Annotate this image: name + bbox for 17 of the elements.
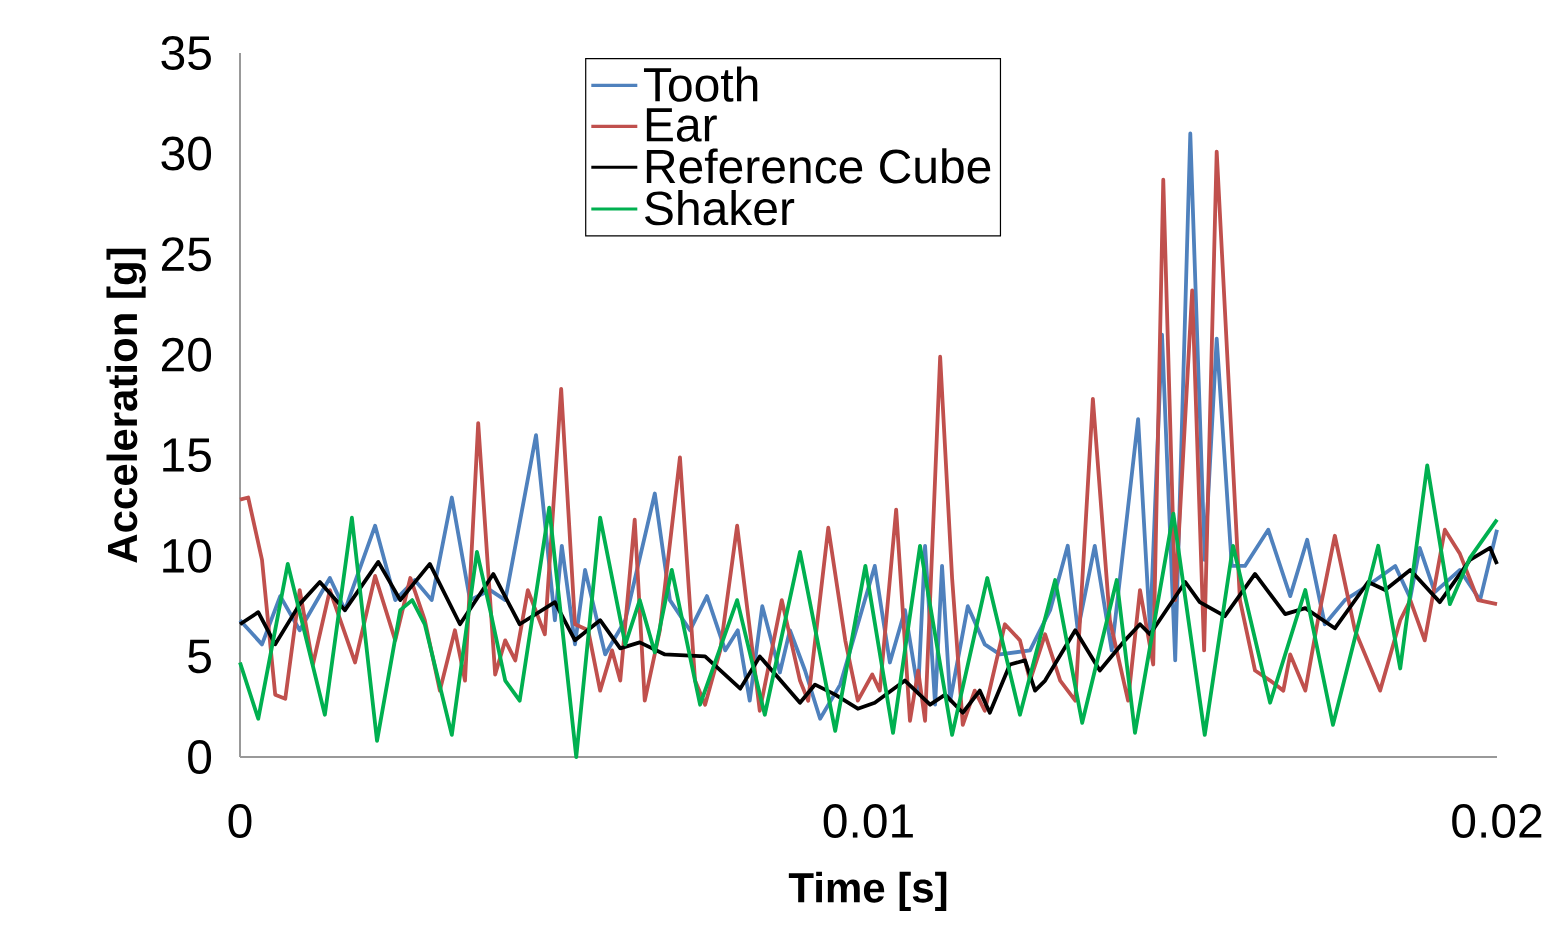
y-tick-label: 10 xyxy=(163,538,212,573)
legend-label: Tooth xyxy=(643,66,758,102)
y-tick-label: 0 xyxy=(188,740,212,774)
legend-label: Reference Cube xyxy=(646,148,991,184)
y-tick-label: 35 xyxy=(161,36,211,70)
y-tick-label: 20 xyxy=(161,337,212,372)
x-tick-label: 0.01 xyxy=(823,804,913,839)
legend-label: Ear xyxy=(646,108,717,142)
y-tick-label: 30 xyxy=(161,136,212,171)
x-tick-label: 0 xyxy=(228,804,252,839)
x-axis-title: Time [s] xyxy=(788,871,947,911)
legend-label: Shaker xyxy=(645,190,795,226)
x-tick-label: 0.02 xyxy=(1452,804,1542,839)
y-tick-label: 15 xyxy=(163,438,211,473)
y-tick-label: 25 xyxy=(161,237,211,272)
y-tick-label: 5 xyxy=(188,639,211,674)
y-axis-title: Acceleration [g] xyxy=(106,248,146,563)
